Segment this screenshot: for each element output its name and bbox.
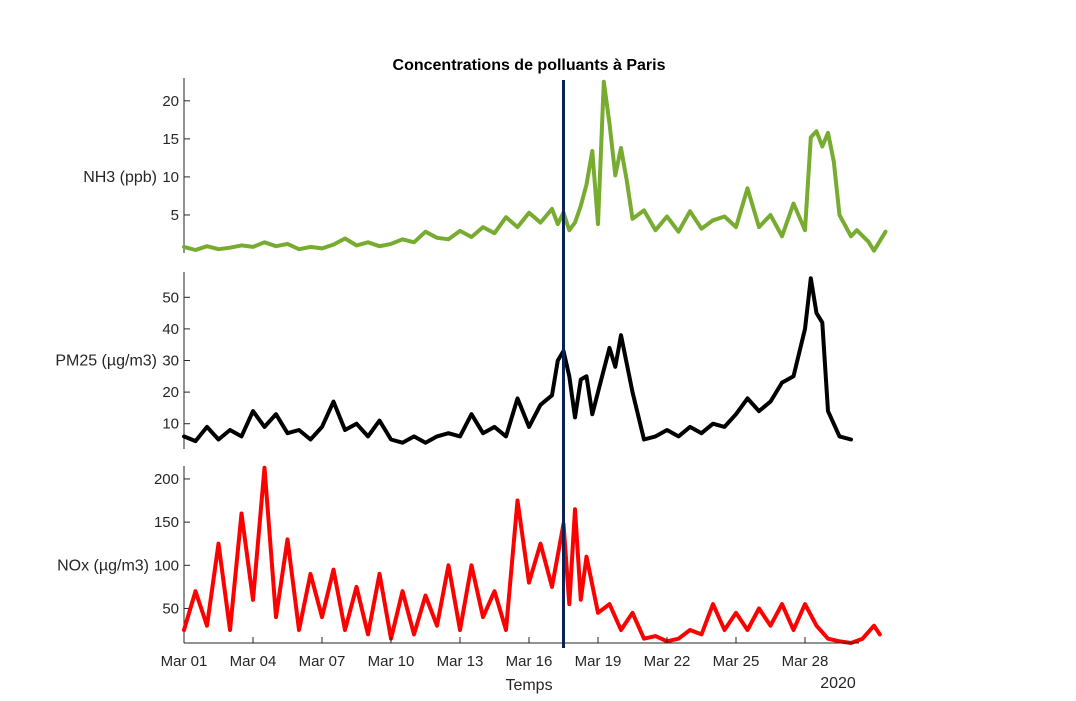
y-tick-label: 30 (162, 353, 179, 370)
panel-2: 50 100 150 200 NOx (µg/m3) (57, 465, 882, 645)
x-axis: Mar 01 Mar 04 Mar 07 Mar 10 Mar 13 Mar 16 Mar … (161, 637, 859, 670)
y-tick-label: 10 (162, 416, 179, 433)
x-tick-label: Mar 16 (506, 653, 553, 670)
x-tick-label: Mar 04 (230, 653, 277, 670)
y-tick-label: 10 (162, 169, 179, 186)
panel-0: 5 10 15 20 NH3 (ppb) (83, 78, 888, 253)
y-axis-label: PM25 (µg/m3) (55, 353, 157, 370)
y-tick-label: 50 (162, 289, 179, 306)
x-tick-label: Mar 28 (782, 653, 829, 670)
x-tick-label: Mar 25 (713, 653, 760, 670)
series-line (182, 276, 853, 445)
x-tick-label: Mar 07 (299, 653, 346, 670)
y-tick-label: 20 (162, 384, 179, 401)
chart-title: Concentrations de polluants à Paris (393, 57, 666, 74)
y-axis-label: NH3 (ppb) (83, 169, 157, 186)
y-tick-label: 150 (154, 514, 179, 531)
y-tick-label: 50 (162, 600, 179, 617)
y-tick-label: 200 (154, 471, 179, 488)
year-label: 2020 (820, 675, 856, 692)
y-axis-label: NOx (µg/m3) (57, 557, 149, 574)
y-tick-label: 20 (162, 93, 179, 110)
series-line (182, 465, 882, 645)
series-line (182, 79, 888, 253)
x-tick-label: Mar 01 (161, 653, 208, 670)
y-tick-label: 40 (162, 321, 179, 338)
x-tick-label: Mar 19 (575, 653, 622, 670)
panel-1: 10 20 30 40 50 PM25 (µg/m3) (55, 272, 853, 449)
x-tick-label: Mar 10 (368, 653, 415, 670)
x-axis-label: Temps (505, 677, 552, 694)
y-tick-label: 5 (171, 207, 179, 224)
y-tick-label: 15 (162, 131, 179, 148)
y-tick-label: 100 (154, 557, 179, 574)
chart-panels: 5 10 15 20 NH3 (ppb) 10 20 30 40 50 PM25 (µg/m3) 50… (55, 78, 888, 645)
x-tick-label: Mar 13 (437, 653, 484, 670)
x-tick-label: Mar 22 (644, 653, 691, 670)
